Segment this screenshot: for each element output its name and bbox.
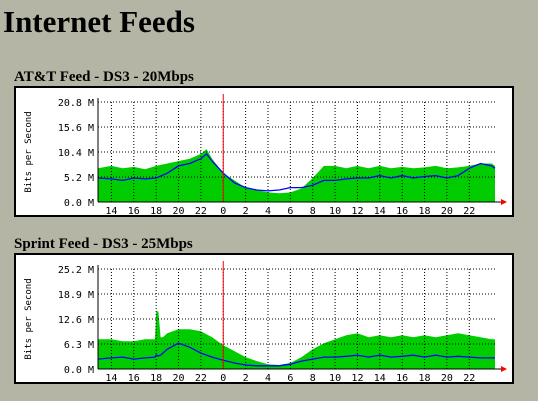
x-tick-label: 22: [463, 206, 475, 217]
x-tick-label: 18: [150, 373, 162, 384]
att-feed-title: AT&T Feed - DS3 - 20Mbps: [14, 69, 194, 85]
x-tick-label: 18: [419, 206, 431, 217]
x-tick-label: 14: [105, 373, 117, 384]
att-feed-chart: 0.0 M 5.2 M 10.4 M 15.6 M 20.8 M 14 16 18 20 22 0 2…: [14, 86, 514, 217]
y-tick-label: 5.2 M: [64, 173, 94, 184]
outbound-line-series: [97, 152, 496, 192]
inbound-area-series: [98, 311, 495, 369]
x-tick-label: 12: [351, 206, 363, 217]
x-tick-label: 14: [374, 206, 386, 217]
x-tick-label: 0: [220, 206, 226, 217]
y-tick-label: 10.4 M: [58, 148, 94, 159]
x-tick-label: 10: [329, 206, 341, 217]
x-tick-label: 16: [128, 206, 140, 217]
y-tick-label: 20.8 M: [58, 98, 94, 109]
x-axis-arrow: [501, 199, 507, 205]
x-tick-label: 22: [195, 373, 207, 384]
x-tick-label: 20: [172, 206, 184, 217]
y-tick-label: 25.2 M: [58, 265, 94, 276]
x-axis-arrow: [501, 366, 507, 372]
chart-svg: 0.0 M5.2 M10.4 M15.6 M20.8 M14 16 18 20 22 0 2…: [14, 86, 514, 217]
chart-border: [14, 86, 514, 217]
y-tick-label: 12.6 M: [58, 315, 94, 326]
x-tick-label: 16: [128, 373, 140, 384]
x-tick-label: 6: [287, 206, 293, 217]
chart-svg: 0.0 M6.3 M12.6 M18.9 M25.2 M14 16 18 20 22 0 2…: [14, 253, 514, 384]
inbound-area-series: [98, 149, 495, 202]
x-tick-label: 22: [195, 206, 207, 217]
y-tick-label: 6.3 M: [64, 340, 94, 351]
sprint-feed-title: Sprint Feed - DS3 - 25Mbps: [14, 236, 193, 252]
x-tick-label: 10: [329, 373, 341, 384]
x-tick-label: 8: [310, 373, 316, 384]
x-tick-label: 16: [396, 206, 408, 217]
x-tick-label: 14: [105, 206, 117, 217]
x-tick-label: 16: [396, 373, 408, 384]
x-tick-label: 8: [310, 206, 316, 217]
x-tick-label: 6: [287, 373, 293, 384]
outbound-line-series: [97, 342, 495, 367]
y-tick-label: 0.0 M: [64, 365, 94, 376]
x-tick-label: 2: [243, 206, 249, 217]
x-tick-label: 18: [150, 206, 162, 217]
x-tick-label: 2: [243, 373, 249, 384]
x-tick-label: 20: [441, 373, 453, 384]
sprint-feed-chart: 0.0 M 6.3 M 12.6 M 18.9 M 25.2 M 14 16 18 20 22 0 2…: [14, 253, 514, 384]
x-tick-label: 22: [463, 373, 475, 384]
chart-border: [14, 253, 514, 384]
y-axis-label: Bits per Second: [24, 278, 34, 359]
x-tick-label: 18: [419, 373, 431, 384]
y-tick-label: 0.0 M: [64, 198, 94, 209]
x-tick-label: 4: [265, 373, 271, 384]
x-tick-label: 0: [220, 373, 226, 384]
x-tick-label: 12: [351, 373, 363, 384]
y-tick-label: 15.6 M: [58, 123, 94, 134]
x-tick-label: 20: [172, 373, 184, 384]
x-tick-label: 4: [265, 206, 271, 217]
y-tick-label: 18.9 M: [58, 290, 94, 301]
x-tick-label: 14: [374, 373, 386, 384]
x-tick-label: 20: [441, 206, 453, 217]
y-axis-label: Bits per Second: [24, 111, 34, 192]
page-title: Internet Feeds: [3, 4, 195, 39]
